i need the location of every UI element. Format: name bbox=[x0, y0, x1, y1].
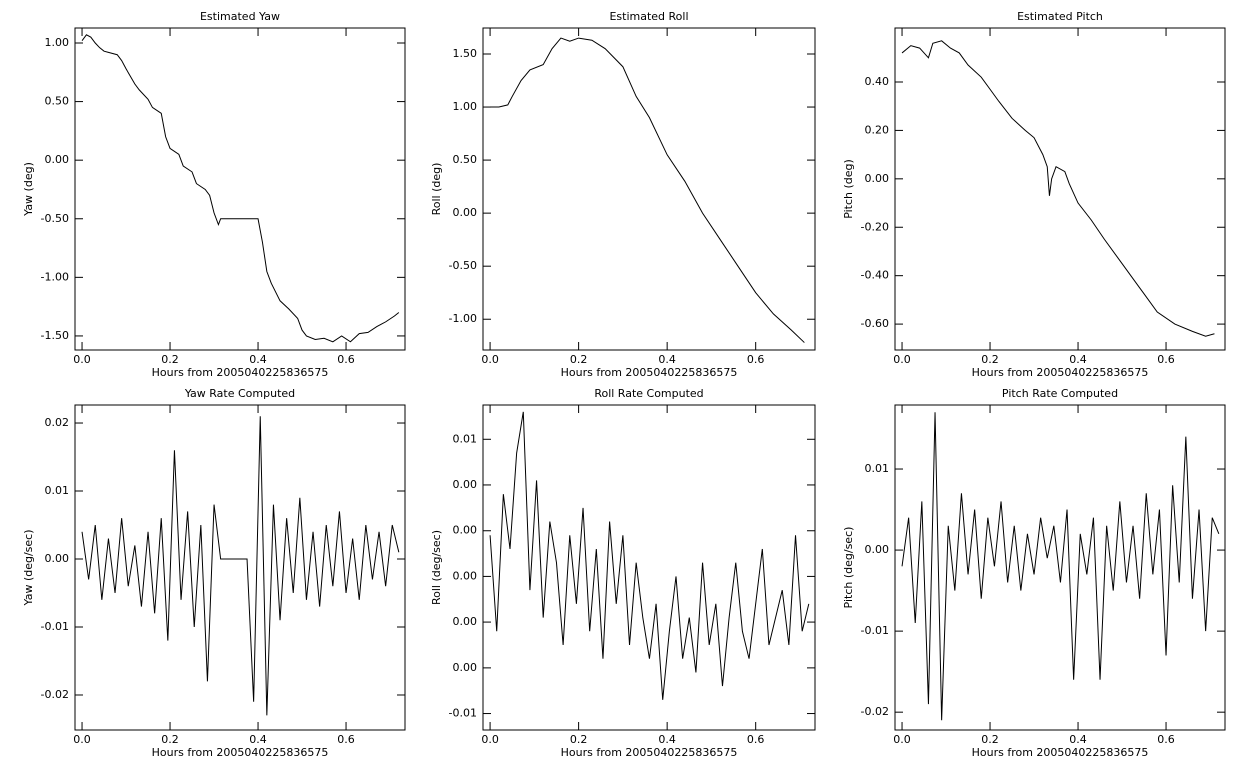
x-tick-label: 0.4 bbox=[249, 733, 267, 746]
x-tick-label: 0.2 bbox=[161, 733, 179, 746]
y-axis-label: Yaw (deg) bbox=[22, 162, 35, 217]
x-tick-label: 0.0 bbox=[481, 353, 499, 366]
x-tick-label: 0.0 bbox=[73, 353, 91, 366]
x-tick-label: 0.6 bbox=[337, 733, 355, 746]
x-tick-label: 0.0 bbox=[481, 733, 499, 746]
data-line bbox=[490, 37, 805, 343]
x-axis-label: Hours from 2005040225836575 bbox=[152, 366, 329, 379]
data-line bbox=[489, 411, 810, 700]
plot-frame bbox=[482, 404, 816, 731]
plot-frame bbox=[482, 27, 816, 351]
y-axis-label: Roll (deg) bbox=[430, 163, 443, 216]
x-tick-label: 0.6 bbox=[1157, 733, 1175, 746]
chart-title: Estimated Roll bbox=[609, 10, 688, 23]
y-tick-label: -0.50 bbox=[449, 259, 477, 272]
x-tick-label: 0.4 bbox=[658, 733, 676, 746]
plot-frame bbox=[74, 404, 406, 731]
y-axis-label: Roll (deg/sec) bbox=[430, 530, 443, 605]
x-tick-label: 0.2 bbox=[161, 353, 179, 366]
y-tick-label: 0.00 bbox=[865, 543, 890, 556]
y-tick-label: -0.01 bbox=[861, 624, 889, 637]
x-axis-label: Hours from 2005040225836575 bbox=[561, 746, 738, 759]
y-tick-label: 0.00 bbox=[45, 552, 70, 565]
y-tick-label: 1.00 bbox=[453, 100, 478, 113]
chart-title: Estimated Pitch bbox=[1017, 10, 1103, 23]
plot-frame bbox=[894, 404, 1226, 731]
x-axis-label: Hours from 2005040225836575 bbox=[972, 746, 1149, 759]
y-tick-label: 0.50 bbox=[45, 95, 70, 108]
y-tick-label: 0.00 bbox=[453, 661, 478, 674]
plot-frame bbox=[74, 27, 406, 351]
data-line bbox=[901, 412, 1220, 721]
y-tick-label: 0.02 bbox=[45, 416, 70, 429]
x-tick-label: 0.0 bbox=[73, 733, 91, 746]
y-tick-label: 0.01 bbox=[45, 484, 70, 497]
y-tick-label: 0.00 bbox=[45, 153, 70, 166]
y-tick-label: -0.20 bbox=[861, 220, 889, 233]
y-tick-label: -1.50 bbox=[41, 329, 69, 342]
y-axis-label: Pitch (deg) bbox=[842, 159, 855, 219]
data-line bbox=[81, 416, 400, 716]
x-tick-label: 0.2 bbox=[981, 353, 999, 366]
y-tick-label: -0.60 bbox=[861, 317, 889, 330]
y-axis-label: Yaw (deg/sec) bbox=[22, 529, 35, 606]
data-line bbox=[81, 34, 400, 343]
y-tick-label: 0.00 bbox=[865, 172, 890, 185]
plot-frame bbox=[894, 27, 1226, 351]
x-tick-label: 0.4 bbox=[249, 353, 267, 366]
x-tick-label: 0.0 bbox=[893, 353, 911, 366]
x-tick-label: 0.4 bbox=[658, 353, 676, 366]
y-tick-label: -0.01 bbox=[449, 707, 477, 720]
y-tick-label: 0.00 bbox=[453, 524, 478, 537]
chart-title: Estimated Yaw bbox=[200, 10, 280, 23]
y-tick-label: 1.00 bbox=[45, 36, 70, 49]
y-axis-label: Pitch (deg/sec) bbox=[842, 527, 855, 609]
y-tick-label: 0.00 bbox=[453, 615, 478, 628]
y-tick-label: -0.50 bbox=[41, 212, 69, 225]
y-tick-label: 0.01 bbox=[865, 462, 890, 475]
y-tick-label: 0.00 bbox=[453, 478, 478, 491]
y-tick-label: 0.20 bbox=[865, 123, 890, 136]
y-tick-label: -1.00 bbox=[41, 270, 69, 283]
y-tick-label: -0.02 bbox=[861, 705, 889, 718]
y-tick-label: -0.40 bbox=[861, 269, 889, 282]
data-line bbox=[901, 40, 1215, 337]
x-tick-label: 0.2 bbox=[570, 733, 588, 746]
x-tick-label: 0.4 bbox=[1069, 353, 1087, 366]
x-axis-label: Hours from 2005040225836575 bbox=[152, 746, 329, 759]
x-tick-label: 0.6 bbox=[747, 353, 765, 366]
y-tick-label: -1.00 bbox=[449, 312, 477, 325]
x-tick-label: 0.6 bbox=[337, 353, 355, 366]
x-tick-label: 0.6 bbox=[747, 733, 765, 746]
x-tick-label: 0.2 bbox=[981, 733, 999, 746]
x-tick-label: 0.2 bbox=[570, 353, 588, 366]
y-tick-label: 0.00 bbox=[453, 206, 478, 219]
y-tick-label: 0.00 bbox=[453, 569, 478, 582]
chart-title: Roll Rate Computed bbox=[594, 387, 703, 400]
y-tick-label: 0.01 bbox=[453, 432, 478, 445]
x-axis-label: Hours from 2005040225836575 bbox=[561, 366, 738, 379]
y-tick-label: 1.50 bbox=[453, 47, 478, 60]
y-tick-label: 0.50 bbox=[453, 153, 478, 166]
y-tick-label: 0.40 bbox=[865, 75, 890, 88]
x-tick-label: 0.0 bbox=[893, 733, 911, 746]
chart-title: Pitch Rate Computed bbox=[1002, 387, 1118, 400]
y-tick-label: -0.01 bbox=[41, 620, 69, 633]
x-tick-label: 0.4 bbox=[1069, 733, 1087, 746]
x-axis-label: Hours from 2005040225836575 bbox=[972, 366, 1149, 379]
chart-title: Yaw Rate Computed bbox=[184, 387, 295, 400]
x-tick-label: 0.6 bbox=[1157, 353, 1175, 366]
y-tick-label: -0.02 bbox=[41, 688, 69, 701]
